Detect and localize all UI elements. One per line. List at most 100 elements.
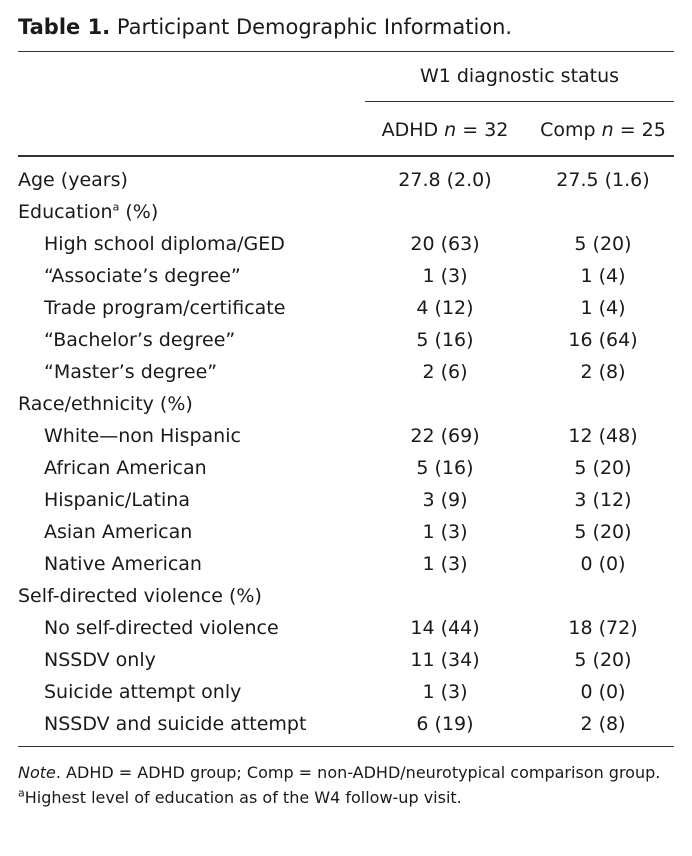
table-title: Participant Demographic Information. (116, 15, 513, 39)
cell-adhd: 22 (69) (410, 425, 480, 447)
cell-comp: 5 (20) (574, 521, 632, 543)
table-row: Suicide attempt only 1 (3) 0 (0) (18, 676, 674, 708)
row-label: Age (years) (18, 164, 128, 196)
row-label-after: (%) (119, 201, 159, 223)
row-label-text: Hispanic/Latina (44, 489, 190, 511)
cell-comp: 5 (20) (574, 457, 632, 479)
table-row: Race/ethnicity (%) (18, 388, 674, 420)
row-label: NSSDV only (44, 644, 156, 676)
cell-comp: 3 (12) (574, 489, 632, 511)
cell-comp: 18 (72) (568, 617, 638, 639)
column-header-adhd-count: = 32 (456, 119, 509, 141)
table-row: Educationa (%) (18, 196, 674, 228)
row-label: “Master’s degree” (44, 356, 217, 388)
row-label-text: High school diploma/GED (44, 233, 285, 255)
table-row: High school diploma/GED 20 (63) 5 (20) (18, 228, 674, 260)
column-header-adhd: ADHD n = 32 (365, 116, 525, 144)
cell-adhd: 3 (9) (422, 489, 468, 511)
row-label: Hispanic/Latina (44, 484, 190, 516)
row-label-text: NSSDV only (44, 649, 156, 671)
row-label-text: Trade program/certificate (44, 297, 286, 319)
cell-adhd: 1 (3) (422, 521, 468, 543)
row-label-text: African American (44, 457, 207, 479)
row-label-sup: a (112, 200, 120, 214)
cell-comp: 5 (20) (574, 233, 632, 255)
cell-comp: 5 (20) (574, 649, 632, 671)
table-row: “Master’s degree” 2 (6) 2 (8) (18, 356, 674, 388)
row-label: Self-directed violence (%) (18, 580, 262, 612)
table-row: NSSDV and suicide attempt 6 (19) 2 (8) (18, 708, 674, 740)
row-label: Suicide attempt only (44, 676, 241, 708)
table-row: “Bachelor’s degree” 5 (16) 16 (64) (18, 324, 674, 356)
row-label-text: Asian American (44, 521, 193, 543)
row-label: “Associate’s degree” (44, 260, 241, 292)
row-label-text: “Bachelor’s degree” (44, 329, 236, 351)
footnote-text: Highest level of education as of the W4 … (24, 788, 462, 807)
column-header-comp-count: = 25 (613, 119, 666, 141)
row-label: “Bachelor’s degree” (44, 324, 235, 356)
row-label: High school diploma/GED (44, 228, 285, 260)
row-label: Asian American (44, 516, 192, 548)
row-label: No self-directed violence (44, 612, 279, 644)
cell-comp: 1 (4) (580, 265, 626, 287)
row-label: White—non Hispanic (44, 420, 241, 452)
row-label: Trade program/certificate (44, 292, 285, 324)
table-notes: Note. ADHD = ADHD group; Comp = non-ADHD… (18, 760, 674, 810)
table-label: Table 1. (18, 15, 111, 39)
group-header-rule (365, 101, 674, 102)
column-header-comp-n: n (601, 119, 614, 141)
note-text: . ADHD = ADHD group; Comp = non-ADHD/neu… (55, 763, 661, 782)
row-label: Native American (44, 548, 202, 580)
footnote-mark: a (18, 786, 25, 800)
table-row: African American 5 (16) 5 (20) (18, 452, 674, 484)
row-label-text: NSSDV and suicide attempt (44, 713, 307, 735)
table-caption: Table 1. Participant Demographic Informa… (18, 12, 512, 42)
cell-comp: 12 (48) (568, 425, 638, 447)
cell-adhd: 1 (3) (422, 265, 468, 287)
cell-adhd: 11 (34) (410, 649, 480, 671)
table-row: Trade program/certificate 4 (12) 1 (4) (18, 292, 674, 324)
column-header-adhd-name: ADHD (381, 119, 445, 141)
row-label-text: No self-directed violence (44, 617, 279, 639)
table-row: No self-directed violence 14 (44) 18 (72) (18, 612, 674, 644)
cell-adhd: 20 (63) (410, 233, 480, 255)
column-header-comp: Comp n = 25 (532, 116, 674, 144)
note-line: Note. ADHD = ADHD group; Comp = non-ADHD… (18, 760, 674, 785)
row-label-text: “Associate’s degree” (44, 265, 241, 287)
header-rule (18, 155, 674, 157)
table-row: Native American 1 (3) 0 (0) (18, 548, 674, 580)
cell-adhd: 5 (16) (416, 457, 474, 479)
table-row: White—non Hispanic 22 (69) 12 (48) (18, 420, 674, 452)
row-label: Race/ethnicity (%) (18, 388, 193, 420)
row-label: Educationa (%) (18, 196, 158, 228)
cell-comp: 2 (8) (580, 361, 626, 383)
note-label: Note (18, 763, 56, 782)
row-label-text: Education (18, 201, 113, 223)
cell-adhd: 27.8 (2.0) (398, 169, 492, 191)
row-label-text: Race/ethnicity (%) (18, 393, 193, 415)
cell-adhd: 4 (12) (416, 297, 474, 319)
table-row: Age (years) 27.8 (2.0) 27.5 (1.6) (18, 164, 674, 196)
row-label: NSSDV and suicide attempt (44, 708, 306, 740)
cell-comp: 2 (8) (580, 713, 626, 735)
cell-comp: 0 (0) (580, 681, 626, 703)
row-label-text: Age (years) (18, 169, 128, 191)
table-row: Asian American 1 (3) 5 (20) (18, 516, 674, 548)
row-label-text: Self-directed violence (%) (18, 585, 262, 607)
column-header-comp-name: Comp (540, 119, 602, 141)
cell-comp: 1 (4) (580, 297, 626, 319)
row-label-text: Suicide attempt only (44, 681, 242, 703)
bottom-rule (18, 746, 674, 747)
group-header: W1 diagnostic status (419, 65, 620, 87)
row-label-text: “Master’s degree” (44, 361, 218, 383)
table-row: NSSDV only 11 (34) 5 (20) (18, 644, 674, 676)
table-row: Hispanic/Latina 3 (9) 3 (12) (18, 484, 674, 516)
cell-comp: 27.5 (1.6) (556, 169, 650, 191)
cell-comp: 0 (0) (580, 553, 626, 575)
table-row: Self-directed violence (%) (18, 580, 674, 612)
cell-adhd: 1 (3) (422, 553, 468, 575)
row-label-text: White—non Hispanic (44, 425, 241, 447)
footnote-line: aHighest level of education as of the W4… (18, 785, 674, 810)
column-header-adhd-n: n (444, 119, 457, 141)
cell-adhd: 5 (16) (416, 329, 474, 351)
